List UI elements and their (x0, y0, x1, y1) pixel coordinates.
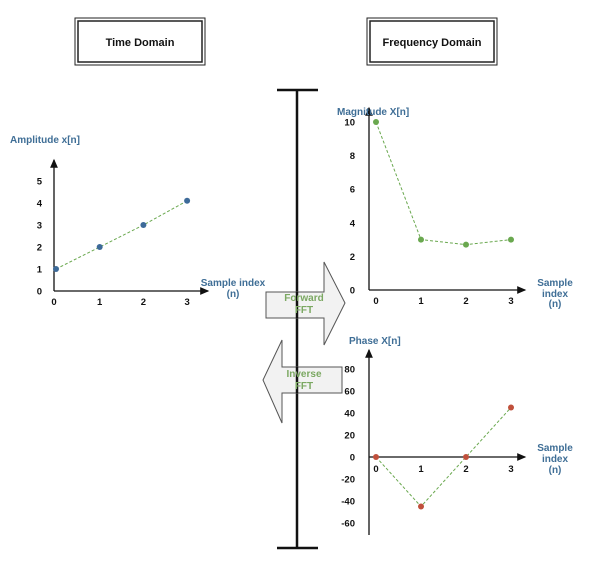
time-domain-title: Time Domain (106, 37, 175, 49)
phase-x-tick: 2 (463, 464, 468, 475)
phase-x-label: index (542, 454, 569, 465)
time-y-tick: 1 (37, 265, 43, 276)
magnitude-y-tick: 8 (350, 151, 355, 162)
time-y-tick: 4 (37, 199, 43, 210)
forward-label-1: Forward (284, 293, 323, 304)
inverse-fft-arrow: Inverse FFT (262, 339, 343, 424)
forward-label-2: FFT (295, 305, 313, 316)
phase-y-tick: 20 (344, 431, 355, 442)
magnitude-y-tick: 10 (344, 118, 355, 129)
magnitude-x-tick: 1 (418, 296, 424, 307)
time-y-tick: 5 (37, 177, 43, 188)
phase-series-line (375, 407, 512, 508)
time-x-tick: 2 (141, 297, 146, 308)
magnitude-y-label: Magnitude X[n] (337, 107, 409, 118)
time-x-tick: 1 (97, 297, 103, 308)
phase-y-tick: 80 (344, 365, 355, 376)
magnitude-x-tick: 3 (508, 296, 513, 307)
phase-data-point (373, 454, 379, 460)
frequency-domain-title: Frequency Domain (382, 37, 481, 49)
magnitude-data-point (508, 236, 514, 243)
time-y-tick: 0 (37, 287, 42, 298)
magnitude-series-line (375, 121, 512, 246)
time-data-point (184, 197, 191, 204)
time-data-point (53, 266, 59, 272)
inverse-label-2: FFT (295, 381, 313, 392)
time-x-label: (n) (227, 289, 240, 300)
phase-y-tick: 60 (344, 387, 355, 398)
phase-y-tick: 40 (344, 409, 355, 420)
phase-x-label: (n) (549, 465, 562, 476)
magnitude-x-tick: 2 (463, 296, 468, 307)
time-y-tick: 2 (37, 243, 42, 254)
magnitude-data-point (418, 236, 424, 243)
divider (277, 88, 318, 550)
magnitude-x-label: index (542, 289, 569, 300)
time-x-tick: 3 (184, 297, 189, 308)
magnitude-y-tick: 0 (350, 286, 355, 297)
time-data-point (96, 244, 103, 250)
time-x-label: Sample index (201, 278, 266, 289)
magnitude-x-tick: 0 (373, 296, 378, 307)
phase-y-tick: 0 (350, 453, 355, 464)
inverse-label-1: Inverse (286, 369, 321, 380)
phase-y-label: Phase X[n] (349, 336, 401, 347)
phase-x-label: Sample (537, 443, 573, 454)
phase-data-point (463, 454, 469, 460)
time-y-tick: 3 (37, 221, 42, 232)
time-y-label: Amplitude x[n] (10, 135, 80, 146)
time-x-tick: 0 (51, 297, 56, 308)
phase-x-tick: 0 (373, 464, 378, 475)
phase-data-point (508, 404, 514, 411)
phase-x-tick: 3 (508, 464, 513, 475)
time-series-line (55, 200, 188, 270)
magnitude-y-tick: 4 (350, 218, 356, 229)
magnitude-x-label: (n) (549, 299, 562, 310)
phase-y-tick: -40 (341, 497, 355, 508)
magnitude-x-label: Sample (537, 278, 573, 289)
frequency-domain-header: Frequency Domain (366, 17, 498, 66)
time-data-point (140, 222, 147, 228)
magnitude-data-point (373, 119, 379, 125)
time-domain-header: Time Domain (74, 17, 206, 66)
phase-x-tick: 1 (418, 464, 424, 475)
phase-data-point (418, 503, 424, 510)
magnitude-y-tick: 2 (350, 252, 355, 263)
forward-fft-arrow: Forward FFT (265, 261, 346, 346)
phase-y-tick: -60 (341, 519, 355, 530)
magnitude-y-tick: 6 (350, 185, 355, 196)
phase-y-tick: -20 (341, 475, 355, 486)
magnitude-data-point (463, 241, 469, 248)
